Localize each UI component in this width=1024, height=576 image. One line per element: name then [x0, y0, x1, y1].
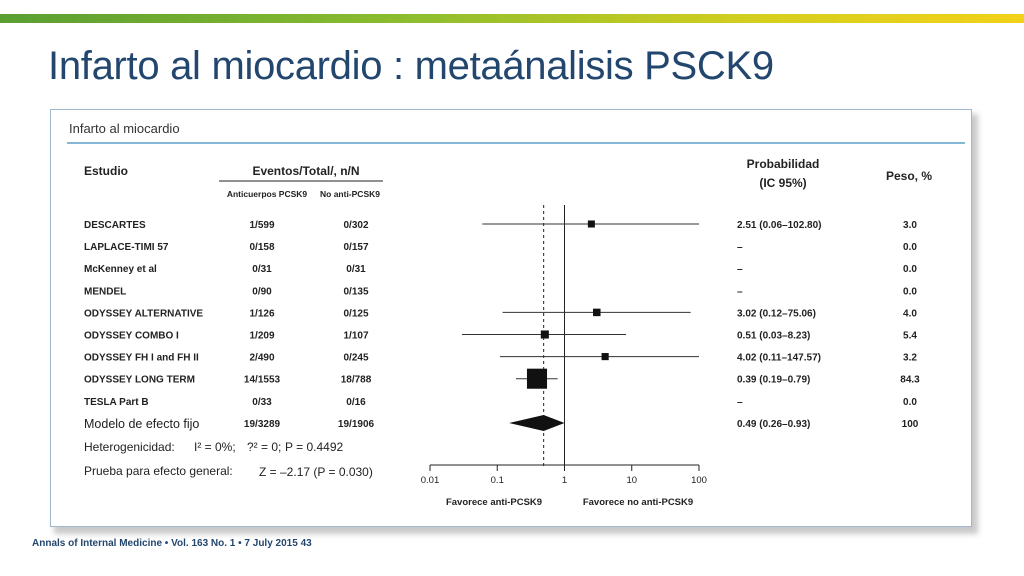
study-weight: 0.0	[903, 397, 917, 408]
point-estimate	[526, 368, 548, 389]
study-ci: –	[737, 242, 743, 253]
x-label-right: Favorece no anti-PCSK9	[583, 497, 693, 508]
study-arm1: 1/599	[249, 220, 274, 231]
header-events: Eventos/Total/, n/N	[252, 164, 359, 178]
header-arm1: Anticuerpos PCSK9	[227, 189, 308, 199]
study-ci: –	[737, 264, 743, 275]
study-arm2: 0/31	[346, 264, 366, 275]
study-weight: 3.2	[903, 353, 917, 364]
study-arm2: 1/107	[343, 331, 368, 342]
heterogeneity-p: P = 0.4492	[285, 440, 343, 454]
overall-z: Z = –2.17 (P = 0.030)	[259, 465, 373, 479]
plot-area: 0.01 0.1 1 10 100 Favorece anti-PCSK9 Favorece…	[421, 205, 707, 508]
study-name: LAPLACE-TIMI 57	[84, 242, 169, 253]
study-weight: 0.0	[903, 242, 917, 253]
x-tick-label: 100	[691, 475, 707, 486]
header-weight: Peso, %	[886, 169, 932, 183]
pooled-weight: 100	[902, 419, 919, 430]
x-tick-label: 0.1	[491, 475, 504, 486]
study-arm2: 18/788	[341, 375, 372, 386]
study-ci: 0.39 (0.19–0.79)	[737, 375, 810, 386]
heterogeneity-i2: I² = 0%;	[194, 440, 236, 454]
study-name: ODYSSEY FH I and FH II	[84, 353, 199, 364]
point-estimate	[601, 353, 609, 361]
pooled-ci: 0.49 (0.26–0.93)	[737, 419, 810, 430]
study-arm2: 0/16	[346, 397, 366, 408]
study-ci: 0.51 (0.03–8.23)	[737, 331, 810, 342]
study-weight: 4.0	[903, 308, 917, 319]
study-weight: 84.3	[900, 375, 920, 386]
study-ci: –	[737, 286, 743, 297]
top-accent-bar	[0, 14, 1024, 23]
study-name: ODYSSEY COMBO I	[84, 331, 179, 342]
study-arm1: 0/158	[249, 242, 274, 253]
overall-label: Prueba para efecto general:	[84, 464, 233, 478]
study-arm1: 14/1553	[244, 375, 281, 386]
study-weight: 0.0	[903, 286, 917, 297]
study-ci: 2.51 (0.06–102.80)	[737, 220, 822, 231]
study-arm2: 0/125	[343, 308, 368, 319]
study-name: ODYSSEY ALTERNATIVE	[84, 308, 203, 319]
pooled-name: Modelo de efecto fijo	[84, 417, 199, 431]
study-ci: 3.02 (0.12–75.06)	[737, 308, 816, 319]
study-arm1: 0/33	[252, 397, 272, 408]
header-prob-line1: Probabilidad	[747, 157, 820, 171]
forest-plot: Estudio Eventos/Total/, n/N Anticuerpos …	[67, 142, 965, 508]
x-tick-label: 1	[562, 475, 567, 486]
study-name: ODYSSEY LONG TERM	[84, 375, 195, 386]
study-arm2: 0/302	[343, 220, 368, 231]
header-prob-line2: (IC 95%)	[759, 176, 806, 190]
study-arm1: 1/126	[249, 308, 274, 319]
pooled-arm2: 19/1906	[338, 419, 375, 430]
x-label-left: Favorece anti-PCSK9	[446, 497, 542, 508]
study-ci: –	[737, 397, 743, 408]
study-arm1: 0/90	[252, 286, 272, 297]
citation: Annals of Internal Medicine • Vol. 163 N…	[32, 538, 312, 549]
study-arm1: 0/31	[252, 264, 272, 275]
forest-plot-panel: Infarto al miocardio Estudio Eventos/Tot…	[50, 109, 972, 527]
study-arm2: 0/245	[343, 353, 368, 364]
heterogeneity-tau2: ?² = 0;	[247, 440, 281, 454]
slide-title: Infarto al miocardio : metaánalisis PSCK…	[48, 44, 774, 88]
header-arm2: No anti-PCSK9	[320, 189, 380, 199]
study-weight: 0.0	[903, 264, 917, 275]
study-name: TESLA Part B	[84, 397, 149, 408]
pooled-arm1: 19/3289	[244, 419, 281, 430]
panel-heading: Infarto al miocardio	[69, 121, 180, 136]
study-weight: 5.4	[903, 331, 917, 342]
study-arm2: 0/135	[343, 286, 368, 297]
pooled-diamond	[509, 415, 565, 431]
study-name: McKenney et al	[84, 264, 157, 275]
x-tick-label: 0.01	[421, 475, 440, 486]
study-rows: DESCARTES 1/599 0/302 2.51 (0.06–102.80) 3.0…	[84, 220, 920, 431]
study-name: MENDEL	[84, 286, 126, 297]
point-estimate	[587, 220, 595, 228]
x-tick-label: 10	[626, 475, 637, 486]
study-weight: 3.0	[903, 220, 917, 231]
study-arm2: 0/157	[343, 242, 368, 253]
point-estimate	[540, 330, 549, 339]
study-ci: 4.02 (0.11–147.57)	[737, 353, 821, 364]
study-arm1: 1/209	[249, 331, 274, 342]
header-study: Estudio	[84, 164, 128, 178]
study-name: DESCARTES	[84, 220, 146, 231]
study-arm1: 2/490	[249, 353, 274, 364]
heterogeneity-label: Heterogenicidad:	[84, 440, 175, 454]
point-estimate	[593, 308, 601, 317]
